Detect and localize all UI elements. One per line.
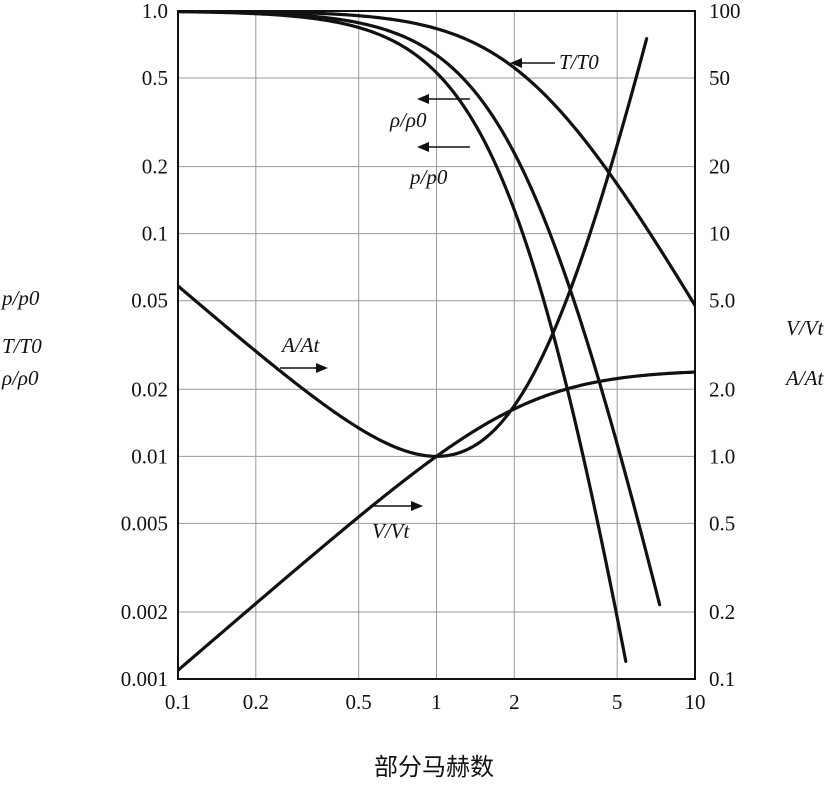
right-tick-label: 0.5 [709, 511, 735, 535]
tick-labels: 0.1 0.2 0.5 1 2 5 10 1.0 0.5 0.2 0.1 0.05 0.02 0.01 0.… [121, 0, 741, 714]
svg-text:V/Vt: V/Vt [372, 519, 410, 543]
svg-text:A/At: A/At [280, 333, 320, 357]
label-T-T0: T/T0 [510, 50, 599, 74]
left-tick-label: 0.5 [142, 66, 168, 90]
label-rho-rho0: ρ/ρ0 [389, 94, 470, 132]
label-V-Vt: V/Vt [370, 501, 423, 543]
series-rho-rho0-line [178, 11, 662, 607]
left-axis-label-T: T/T0 [2, 334, 42, 358]
left-tick-label: 1.0 [142, 0, 168, 23]
x-axis-title: 部分马赫数 [374, 753, 494, 781]
left-axis-label-rho: ρ/ρ0 [1, 366, 39, 390]
right-tick-label: 20 [709, 155, 730, 179]
x-tick-label: 1 [431, 690, 442, 714]
x-tick-label: 5 [612, 690, 623, 714]
left-tick-label: 0.005 [121, 511, 168, 535]
right-tick-label: 1.0 [709, 444, 735, 468]
x-tick-label: 2 [509, 690, 520, 714]
left-tick-label: 0.05 [131, 289, 168, 313]
right-tick-label: 0.1 [709, 667, 735, 691]
right-tick-label: 2.0 [709, 377, 735, 401]
x-tick-label: 10 [685, 690, 706, 714]
plot-frame [177, 10, 696, 680]
right-tick-label: 5.0 [709, 289, 735, 313]
label-A-At: A/At [280, 333, 328, 373]
right-tick-label: 0.2 [709, 600, 735, 624]
curves [178, 11, 695, 672]
grid [177, 10, 696, 680]
left-tick-label: 0.01 [131, 444, 168, 468]
left-tick-label: 0.001 [121, 667, 168, 691]
label-p-p0: p/p0 [408, 142, 470, 189]
left-tick-label: 0.1 [142, 222, 168, 246]
x-tick-label: 0.2 [243, 690, 269, 714]
series-A-At-line [178, 37, 649, 458]
svg-text:ρ/ρ0: ρ/ρ0 [389, 108, 427, 132]
right-tick-label: 50 [709, 66, 730, 90]
right-axis-label-V: V/Vt [786, 316, 824, 340]
left-tick-label: 0.002 [121, 600, 168, 624]
svg-text:p/p0: p/p0 [408, 165, 448, 189]
left-tick-label: 0.2 [142, 155, 168, 179]
left-axis-label-p: p/p0 [0, 286, 40, 310]
left-tick-label: 0.02 [131, 377, 168, 401]
right-axis-label-A: A/At [784, 366, 824, 390]
right-tick-label: 10 [709, 222, 730, 246]
series-V-Vt-line [178, 370, 695, 672]
x-tick-label: 0.1 [165, 690, 191, 714]
right-tick-label: 100 [709, 0, 741, 23]
x-tick-label: 0.5 [346, 690, 372, 714]
svg-text:T/T0: T/T0 [559, 50, 599, 74]
